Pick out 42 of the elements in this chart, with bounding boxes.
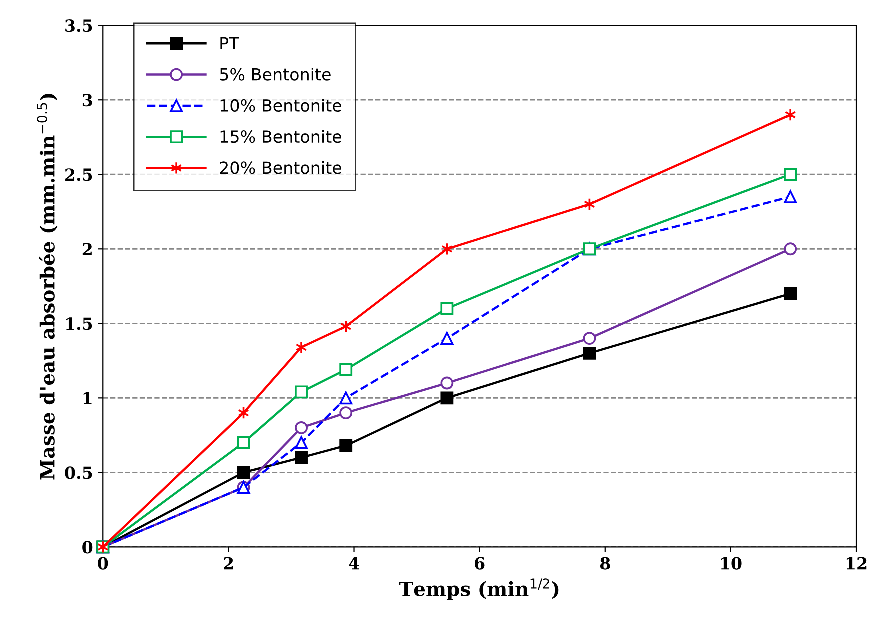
y-tick-label: 3	[82, 94, 92, 107]
point	[340, 406, 353, 420]
x-axis-title: Temps (min$^{1/2}$)	[399, 578, 559, 600]
y-tick-label: 0.5	[65, 466, 92, 480]
y-tick-label: 3.5	[66, 20, 92, 32]
point	[295, 451, 308, 464]
point	[583, 347, 596, 360]
point	[784, 287, 798, 300]
point	[784, 168, 798, 182]
legend-label: 10% Bentonite	[220, 99, 342, 112]
legend-label: 20% Bentonite	[220, 161, 342, 174]
point	[340, 392, 353, 405]
y-tick-label: 2	[82, 243, 92, 256]
legend-label: 5% Bentonite	[220, 68, 331, 81]
point	[340, 439, 353, 452]
point	[237, 466, 250, 480]
point	[295, 422, 308, 434]
point	[440, 302, 454, 316]
point	[340, 363, 353, 376]
y-tick-label: 1.5	[66, 318, 92, 330]
x-tick-label: 0	[98, 557, 108, 570]
y-tick-label: 1	[84, 392, 92, 405]
point	[784, 242, 798, 256]
point	[583, 332, 596, 346]
point	[295, 386, 308, 399]
y-axis-title: Masse d'eau absorbée (mm.min$^{−0.5}$)	[37, 94, 58, 480]
x-tick-label: 10	[721, 557, 742, 570]
point	[440, 332, 454, 346]
point	[237, 436, 250, 450]
x-tick-label: 8	[600, 557, 610, 570]
y-tick-label: 2.5	[66, 168, 92, 182]
legend-label: PT	[220, 37, 240, 50]
point	[440, 376, 454, 390]
point	[295, 436, 308, 450]
x-tick-label: 2	[224, 557, 233, 570]
legend-label: 15% Bentonite	[220, 130, 342, 144]
point	[784, 190, 798, 204]
y-tick-label: 0	[82, 541, 93, 554]
x-tick-label: 6	[475, 557, 485, 570]
x-tick-label: 4	[349, 557, 360, 570]
x-tick-label: 12	[846, 557, 867, 570]
point	[440, 392, 454, 405]
